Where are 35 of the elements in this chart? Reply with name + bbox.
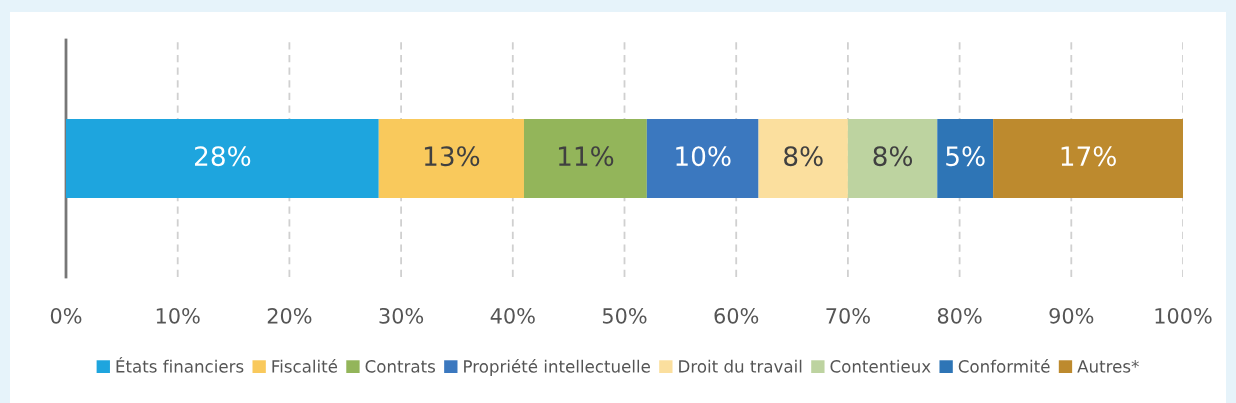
legend-label: Contrats bbox=[365, 360, 436, 373]
data-label: 5% bbox=[946, 146, 985, 167]
legend-label: États financiers bbox=[116, 357, 244, 373]
legend-label: Contentieux bbox=[830, 359, 931, 373]
x-tick-label: 10% bbox=[156, 307, 200, 324]
x-tick-label: 100% bbox=[1155, 307, 1212, 324]
bar bbox=[758, 119, 848, 198]
legend-label: Fiscalité bbox=[272, 359, 338, 373]
x-tick-label: 50% bbox=[602, 307, 647, 324]
data-label: 8% bbox=[873, 146, 913, 167]
legend-label: Droit du travail bbox=[679, 359, 802, 373]
data-label: 8% bbox=[784, 146, 823, 167]
data-label: 28% bbox=[194, 146, 251, 167]
x-tick-label: 20% bbox=[267, 307, 312, 324]
x-tick-label: 70% bbox=[826, 307, 870, 324]
legend-label: Conformité bbox=[958, 359, 1050, 373]
x-tick-label: 30% bbox=[379, 307, 424, 324]
bar bbox=[847, 119, 938, 198]
bar bbox=[646, 119, 759, 198]
bar bbox=[378, 119, 524, 198]
data-label: 13% bbox=[424, 146, 480, 167]
x-tick-label: 90% bbox=[1049, 307, 1094, 324]
bar bbox=[993, 119, 1183, 198]
x-tick-label: 60% bbox=[714, 307, 759, 324]
legend-label: Propriété intellectuelle bbox=[464, 359, 650, 376]
data-label: 11% bbox=[558, 146, 614, 167]
x-tick-label: 0% bbox=[50, 307, 82, 324]
bar bbox=[66, 119, 379, 198]
bar bbox=[523, 119, 647, 198]
x-tick-label: 80% bbox=[937, 307, 982, 324]
x-tick-label: 40% bbox=[490, 307, 535, 324]
data-label: 10% bbox=[676, 146, 731, 167]
data-label: 17% bbox=[1061, 146, 1116, 167]
bar bbox=[937, 119, 994, 198]
legend-label: Autres* bbox=[1077, 360, 1139, 373]
